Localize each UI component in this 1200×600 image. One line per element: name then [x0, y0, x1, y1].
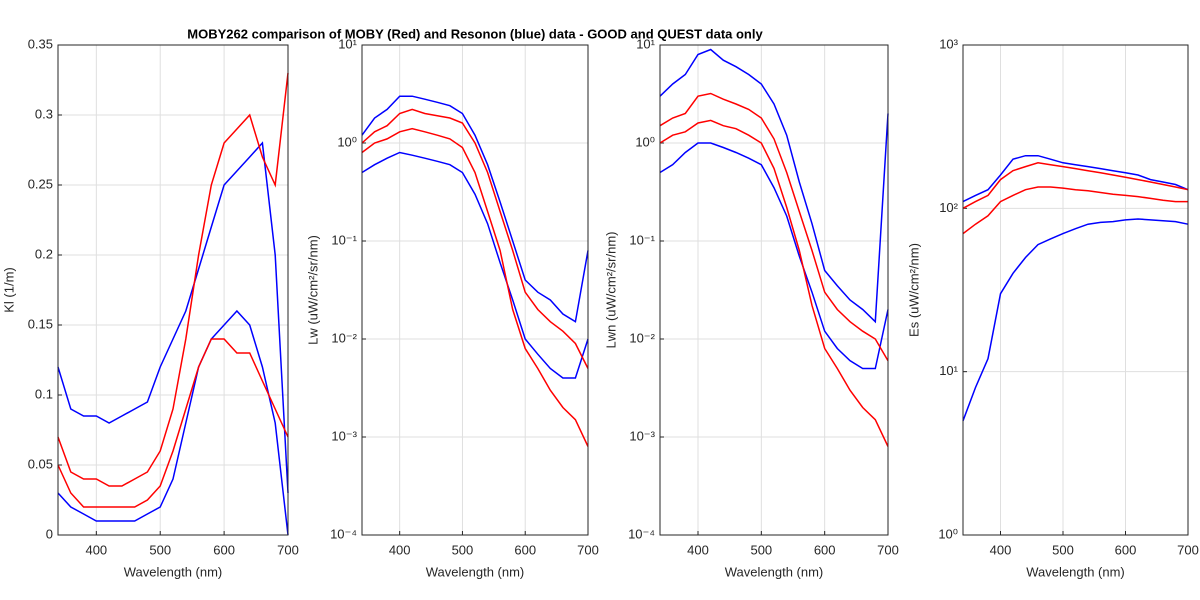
y-tick-label: 10⁻³ [331, 428, 357, 443]
y-tick-label: 10² [939, 200, 958, 215]
axes-box [659, 44, 889, 536]
x-tick-label: 700 [577, 542, 599, 557]
data-line [659, 92, 889, 362]
data-line [57, 309, 289, 536]
y-tick-label: 10³ [939, 36, 958, 51]
y-axis-label: Lw (uW/cm²/sr/nm) [305, 235, 320, 345]
data-line [962, 154, 1189, 203]
x-tick-label: 600 [514, 542, 536, 557]
data-line [361, 108, 589, 369]
data-line [57, 72, 289, 487]
y-tick-label: 10⁰ [938, 526, 958, 541]
y-axis-label: Es (uW/cm²/nm) [906, 243, 921, 337]
x-tick-label: 600 [1115, 542, 1137, 557]
data-line [361, 151, 589, 379]
y-axis-label: Kl (1/m) [1, 267, 16, 313]
y-axis-label: Lwn (uW/cm²/sr/nm) [603, 232, 618, 349]
data-line [962, 218, 1189, 422]
subplot: 10⁻⁴ 10⁻³ 10⁻² 10⁻¹ 10⁰ 10¹ 400 500 600 700 Wavele… [603, 36, 898, 579]
x-tick-label: 400 [687, 542, 709, 557]
x-tick-label: 400 [389, 542, 411, 557]
x-axis-label: Wavelength (nm) [124, 564, 223, 579]
x-tick-label: 700 [277, 542, 299, 557]
x-tick-label: 700 [1177, 542, 1199, 557]
data-line [361, 127, 589, 447]
axes-box [962, 44, 1189, 536]
y-tick-label: 0.3 [35, 106, 53, 121]
data-line [57, 338, 289, 508]
plot-area [362, 45, 588, 535]
y-tick-label: 10¹ [636, 36, 655, 51]
y-tick-label: 0 [46, 526, 53, 541]
data-line [57, 141, 289, 494]
subplot: 10⁻⁴ 10⁻³ 10⁻² 10⁻¹ 10⁰ 10¹ 400 500 600 700 Wavele… [305, 36, 598, 579]
y-tick-label: 10¹ [338, 36, 357, 51]
x-tick-label: 700 [877, 542, 899, 557]
y-tick-label: 10⁻⁴ [330, 526, 357, 541]
y-tick-label: 10⁻⁴ [628, 526, 655, 541]
y-tick-label: 10⁻¹ [331, 232, 357, 247]
x-tick-label: 600 [814, 542, 836, 557]
x-tick-label: 400 [85, 542, 107, 557]
y-tick-label: 10⁻¹ [629, 232, 655, 247]
x-tick-label: 500 [452, 542, 474, 557]
y-tick-label: 10¹ [939, 363, 958, 378]
axes-box [361, 44, 589, 536]
plot-area [660, 45, 888, 535]
subplot: 10⁰ 10¹ 10² 10³ 400 500 600 700 Wavelength (nm) E… [906, 36, 1198, 579]
data-line [962, 186, 1188, 235]
x-tick-label: 500 [1052, 542, 1074, 557]
y-tick-label: 10⁻³ [629, 428, 655, 443]
y-tick-label: 0.2 [35, 246, 53, 261]
y-tick-label: 10⁻² [629, 330, 655, 345]
y-tick-label: 0.1 [35, 386, 53, 401]
y-tick-label: 0.25 [28, 176, 53, 191]
data-line [659, 142, 889, 370]
x-tick-label: 500 [149, 542, 171, 557]
x-axis-label: Wavelength (nm) [725, 564, 824, 579]
data-line [659, 119, 889, 447]
x-tick-label: 400 [990, 542, 1012, 557]
axes-box [57, 44, 289, 536]
data-line [659, 48, 889, 324]
x-tick-label: 500 [750, 542, 772, 557]
subplot: 0 0.05 0.1 0.15 0.2 0.25 0.3 0.35 400 500 600 700 Wa… [1, 36, 298, 579]
y-tick-label: 0.35 [28, 36, 53, 51]
plot-area [963, 45, 1188, 535]
y-tick-label: 10⁰ [635, 134, 655, 149]
data-line [962, 162, 1189, 209]
x-tick-label: 600 [213, 542, 235, 557]
x-axis-label: Wavelength (nm) [426, 564, 525, 579]
y-tick-label: 0.15 [28, 316, 53, 331]
data-line [361, 95, 589, 323]
x-axis-label: Wavelength (nm) [1026, 564, 1125, 579]
y-tick-label: 0.05 [28, 456, 53, 471]
plot-area [58, 45, 288, 535]
y-tick-label: 10⁻² [331, 330, 357, 345]
figure-title: MOBY262 comparison of MOBY (Red) and Res… [187, 26, 763, 41]
y-tick-label: 10⁰ [337, 134, 357, 149]
